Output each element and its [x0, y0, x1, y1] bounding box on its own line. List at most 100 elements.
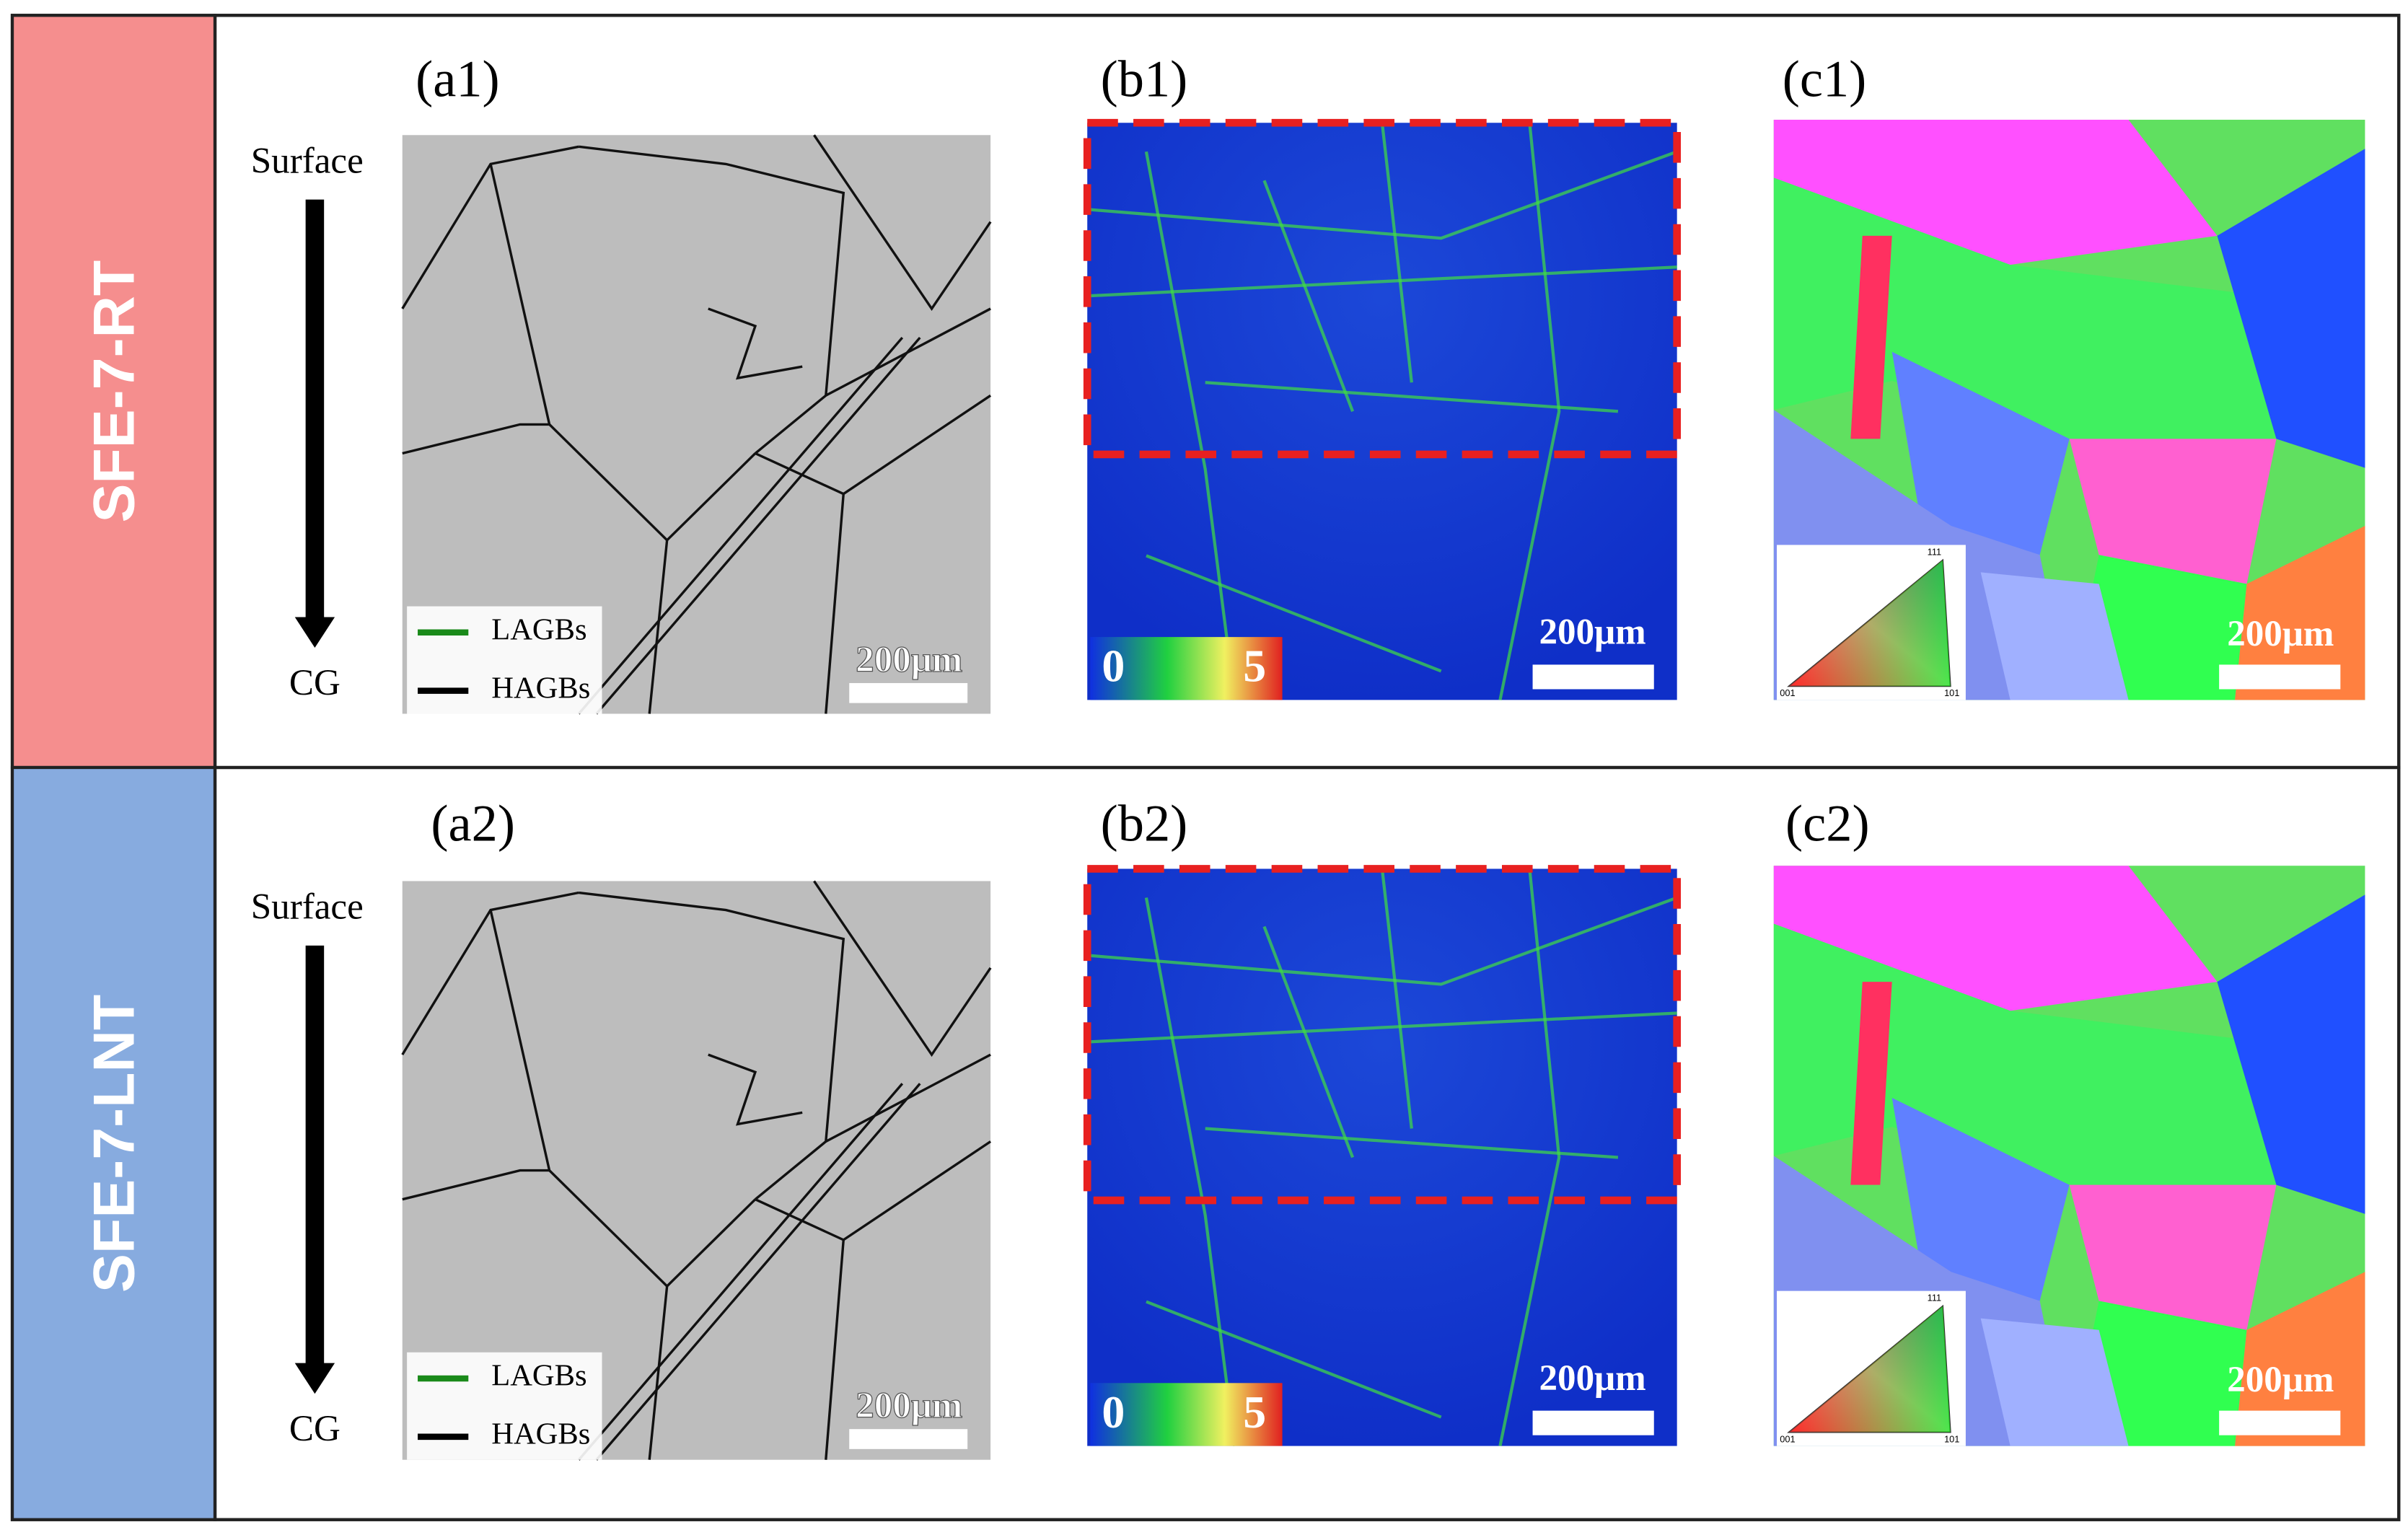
row-frame	[213, 765, 2401, 1521]
scale-bar-label: 200μm	[1539, 1358, 1646, 1399]
ipf-label: 111	[1928, 546, 1941, 557]
kam-band	[1498, 123, 1561, 700]
grain	[2217, 894, 2365, 1214]
scale-bar-label: 200μm	[2227, 613, 2334, 654]
grain-boundary	[813, 880, 992, 1057]
arrow-bottom-label: CG	[289, 662, 340, 703]
scale-bar	[1532, 1410, 1654, 1435]
arrow-top-label: Surface	[251, 887, 364, 928]
scale-bar-label: 200μm	[856, 1385, 962, 1426]
kam-band	[1205, 381, 1619, 413]
scale-bar-label: 200μm	[856, 639, 962, 680]
scale-bar	[2219, 1410, 2341, 1435]
kam-band	[1087, 896, 1678, 986]
kam-band	[1262, 925, 1355, 1158]
colorbar	[1090, 637, 1283, 700]
kam-band	[1146, 1300, 1442, 1419]
arrow-top-label: Surface	[251, 140, 364, 181]
region-box	[1083, 118, 1682, 459]
grain-boundary	[579, 891, 845, 1201]
colorbar-label: 0	[1102, 641, 1125, 692]
colorbar	[1090, 1383, 1283, 1446]
grain-boundary	[489, 164, 757, 542]
arrow-shaft	[305, 199, 325, 622]
grain	[2217, 149, 2365, 468]
grain-boundary	[708, 307, 803, 380]
grain	[2235, 526, 2365, 700]
arrow-head	[294, 1363, 335, 1394]
grain	[1891, 351, 2070, 555]
row-label: SFE-7-RT	[82, 260, 146, 523]
kam-map	[1087, 868, 1677, 1446]
row-label-band	[10, 14, 217, 770]
scale-bar	[849, 682, 968, 703]
legend-label: LAGBs	[491, 1359, 586, 1393]
ipf-label: 111	[1928, 1293, 1941, 1303]
ipf-label: 001	[1780, 687, 1795, 698]
ipf-label: 101	[1944, 687, 1959, 698]
scale-bar	[849, 1429, 968, 1449]
panel-label: (b2)	[1101, 795, 1188, 853]
ipf-triangle-tint	[1789, 1306, 1951, 1433]
grain-boundary	[595, 1083, 921, 1461]
legend-label: LAGBs	[491, 613, 586, 647]
kam-band	[1380, 868, 1413, 1129]
scale-bar-label: 200μm	[2227, 1359, 2334, 1400]
kam-band	[1087, 1011, 1677, 1044]
scale-bar-label: 200μm	[1539, 612, 1646, 653]
grain	[1773, 866, 2218, 1011]
grain-boundary	[489, 910, 757, 1288]
panel-label: (c2)	[1785, 795, 1870, 853]
colorbar-label: 5	[1243, 641, 1266, 692]
kam-band	[1498, 868, 1561, 1447]
arrow-shaft	[305, 945, 325, 1368]
kam-band	[1205, 1127, 1619, 1159]
grain	[1891, 1097, 2070, 1301]
grain-boundary	[843, 394, 992, 496]
legend-box	[407, 606, 602, 714]
legend-label: HAGBs	[491, 671, 590, 705]
kam-band	[1144, 151, 1236, 700]
arrow-head	[294, 617, 335, 648]
colorbar-label: 5	[1243, 1386, 1266, 1438]
panel-label: (b1)	[1101, 50, 1188, 108]
grain	[2069, 1184, 2277, 1330]
grain-boundary	[813, 134, 992, 311]
ipf-label: 101	[1944, 1433, 1959, 1444]
grain-boundary	[708, 1053, 803, 1126]
grain	[1850, 982, 1892, 1185]
grain-boundary	[578, 336, 904, 715]
row: SFE-7-LNT Surface CG (a2) (b2) (c2) LAGBs HAGBs…	[10, 765, 2401, 1521]
grain	[1850, 235, 1892, 439]
ipf-triangle-tint	[1789, 560, 1951, 687]
arrow-bottom-label: CG	[289, 1408, 340, 1449]
kam-band	[1087, 265, 1677, 298]
kam-band	[1146, 554, 1442, 673]
colorbar-label: 0	[1102, 1386, 1125, 1438]
grain-boundary	[843, 1140, 992, 1241]
row-label: SFE-7-LNT	[82, 995, 146, 1293]
grain	[1980, 1318, 2129, 1446]
grain-boundary	[402, 1169, 550, 1201]
panel-label: (a1)	[416, 50, 500, 108]
grain-boundary	[648, 540, 669, 714]
scale-bar	[2219, 664, 2341, 690]
grain-boundary	[402, 423, 550, 455]
legend-label: HAGBs	[491, 1417, 590, 1451]
panel-label: (a2)	[431, 795, 515, 853]
grain	[1773, 119, 2218, 265]
kam-band	[1380, 123, 1413, 383]
kam-band	[1144, 897, 1236, 1446]
grain	[1980, 572, 2129, 700]
scale-bar	[1532, 664, 1654, 690]
kam-band	[1087, 150, 1678, 240]
grain-boundary	[578, 1083, 904, 1461]
grain	[2069, 439, 2277, 584]
region-box	[1083, 865, 1682, 1205]
grain	[2235, 1272, 2365, 1446]
kam-map	[1087, 123, 1677, 700]
grain-boundary	[579, 145, 845, 454]
legend-box	[407, 1352, 602, 1460]
